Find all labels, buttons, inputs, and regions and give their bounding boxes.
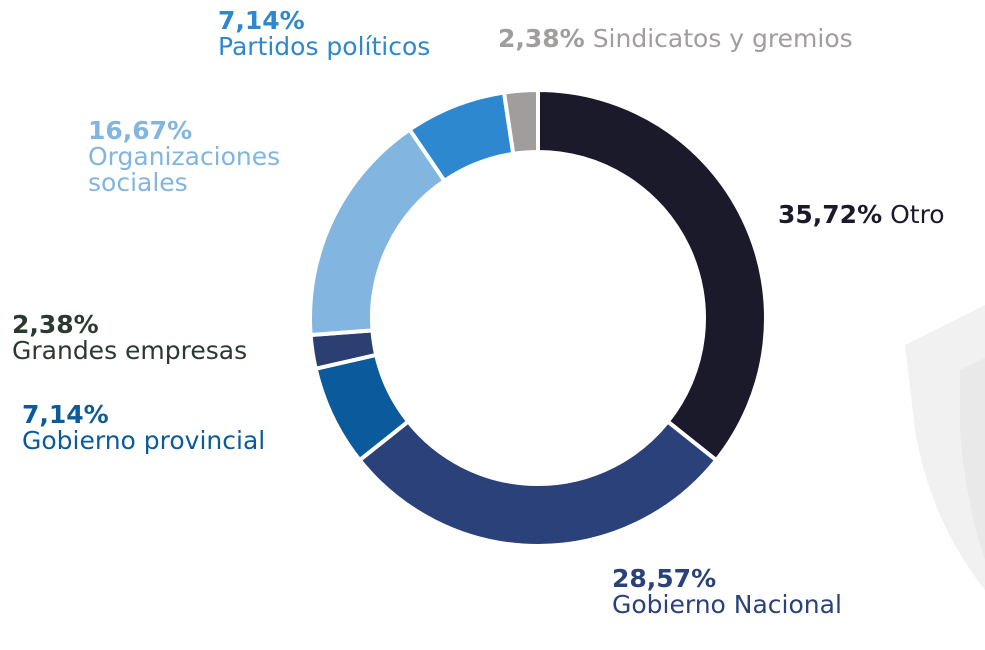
percent-label: 16,67% — [88, 116, 193, 145]
slice-label: 35,72% Otro — [778, 202, 978, 228]
slice-label: 16,67% Organizaciones sociales — [88, 118, 318, 196]
category-label: Organizaciones sociales — [88, 142, 281, 197]
percent-label: 2,38% — [498, 24, 585, 53]
slice-label: 7,14% Partidos políticos — [218, 8, 478, 60]
slice — [501, 87, 540, 157]
watermark-inner — [960, 358, 985, 560]
percent-label: 7,14% — [22, 400, 109, 429]
slice-label: 2,38% Grandes empresas — [12, 312, 312, 364]
slice — [308, 126, 448, 338]
category-label: Sindicatos y gremios — [592, 24, 853, 53]
percent-label: 28,57% — [612, 564, 717, 593]
category-label: Otro — [890, 200, 945, 229]
slice — [356, 418, 720, 548]
slice-label: 28,57% Gobierno Nacional — [612, 566, 912, 618]
percent-label: 35,72% — [778, 200, 883, 229]
percent-label: 2,38% — [12, 310, 99, 339]
category-label: Gobierno Nacional — [612, 590, 842, 619]
percent-label: 7,14% — [218, 6, 305, 35]
category-label: Grandes empresas — [12, 336, 248, 365]
slice — [536, 87, 768, 464]
slice-label: 7,14% Gobierno provincial — [22, 402, 322, 454]
slice-label: 2,38% Sindicatos y gremios — [498, 26, 918, 52]
category-label: Gobierno provincial — [22, 426, 266, 455]
category-label: Partidos políticos — [218, 32, 431, 61]
